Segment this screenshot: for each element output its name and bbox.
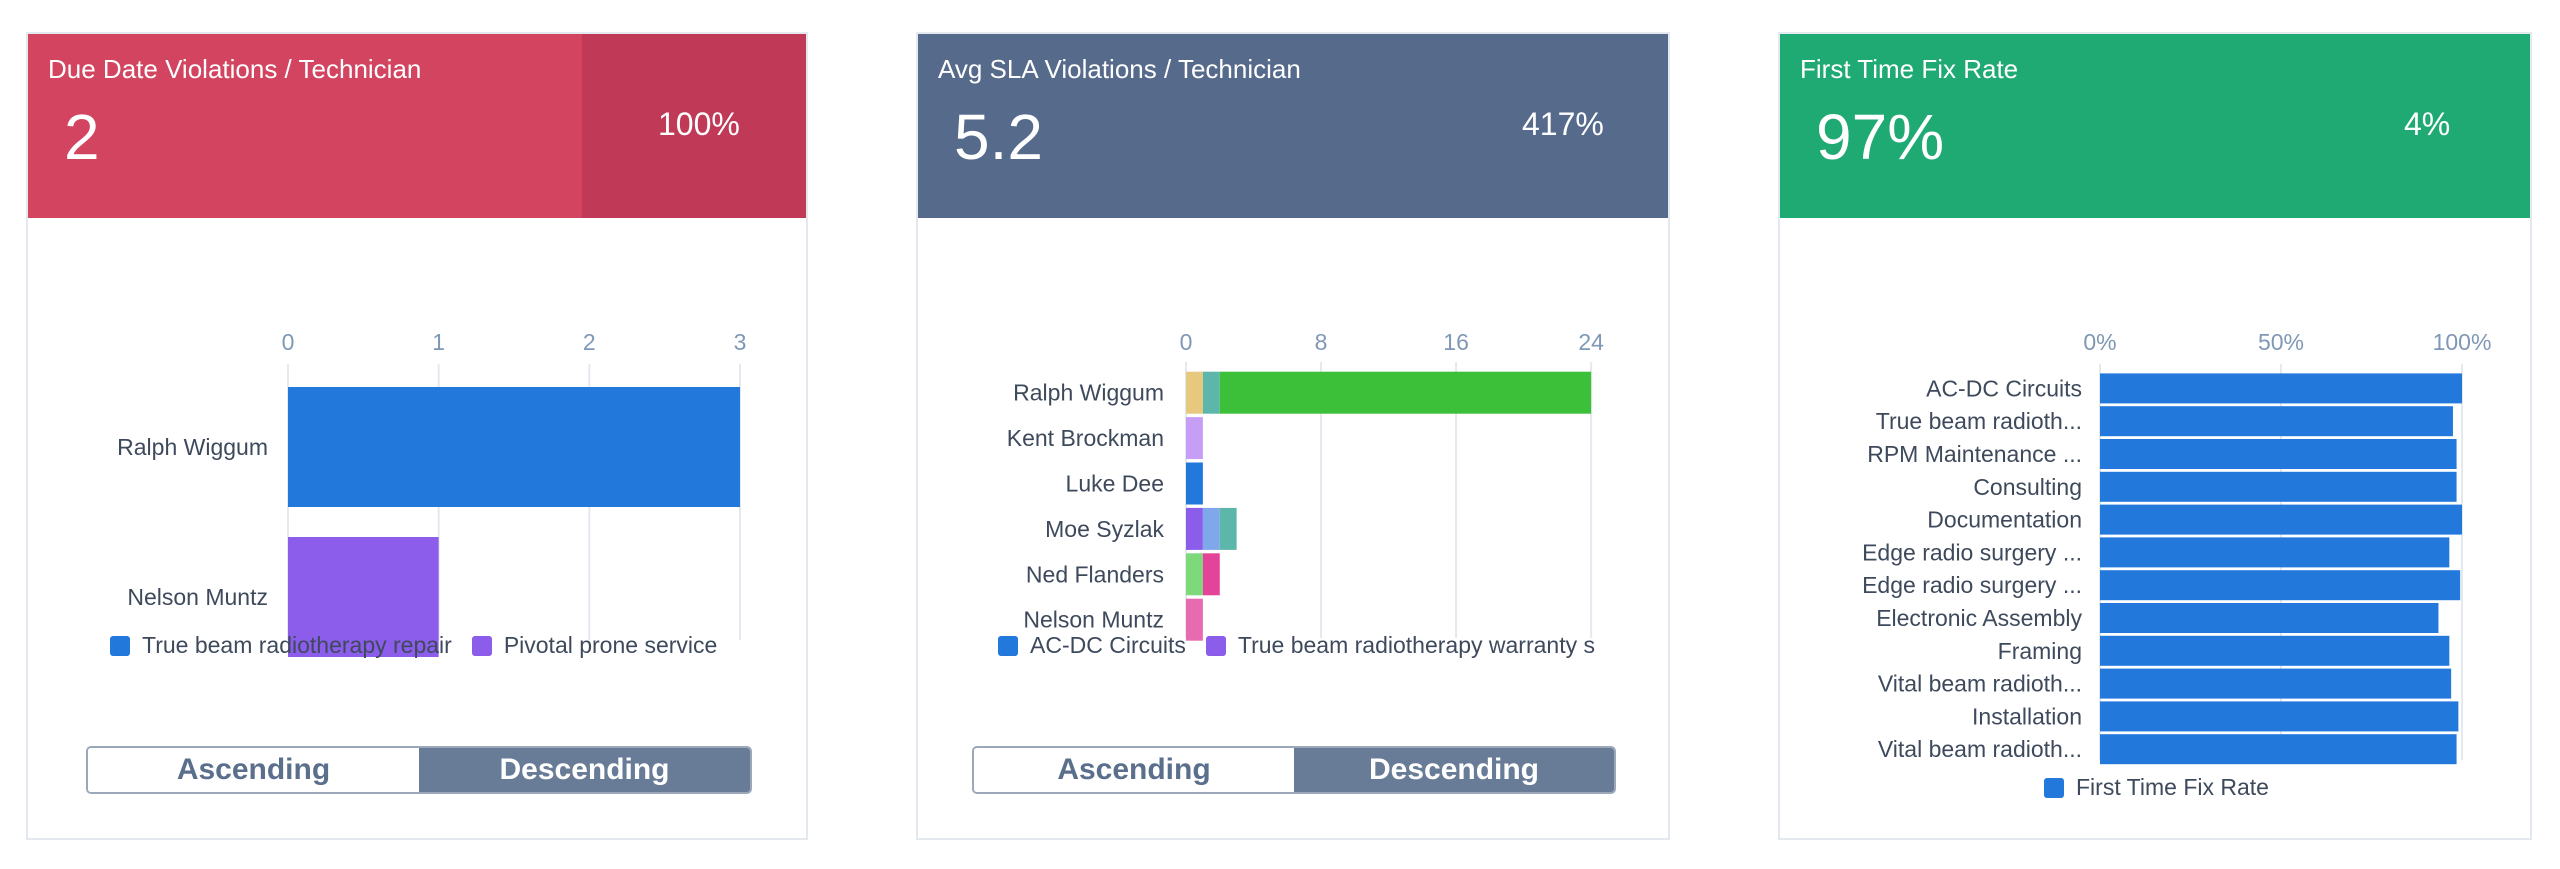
- category-label: RPM Maintenance ...: [1867, 441, 2082, 467]
- legend-swatch: [110, 635, 130, 656]
- category-label: Nelson Muntz: [1023, 607, 1164, 633]
- x-tick-label: 3: [734, 329, 747, 355]
- bar[interactable]: [288, 537, 439, 657]
- chart-legend: True beam radiotherapy repair Pivotal pr…: [110, 632, 766, 659]
- category-label: Ralph Wiggum: [1013, 380, 1164, 406]
- x-tick-label: 16: [1443, 329, 1469, 355]
- metric-value: 5.2: [954, 101, 1043, 173]
- legend-label: AC-DC Circuits: [1030, 632, 1186, 658]
- legend-item[interactable]: First Time Fix Rate: [2044, 774, 2269, 801]
- x-tick-label: 0: [1180, 329, 1193, 355]
- category-label: Ned Flanders: [1026, 561, 1164, 587]
- sort-ascending-button[interactable]: Ascending: [88, 748, 419, 792]
- bar-segment[interactable]: [1219, 507, 1237, 550]
- legend-item[interactable]: AC-DC Circuits: [998, 632, 1186, 659]
- bar-segment[interactable]: [1219, 371, 1592, 414]
- bar[interactable]: [2100, 603, 2439, 633]
- bar-segment[interactable]: [1186, 417, 1203, 460]
- bar[interactable]: [2100, 734, 2457, 765]
- bar-segment[interactable]: [1186, 553, 1203, 596]
- category-label: Installation: [1972, 703, 2082, 729]
- sort-toggle: Ascending Descending: [972, 746, 1616, 794]
- category-label: Luke Dee: [1066, 471, 1164, 497]
- legend-label: Pivotal prone service: [503, 632, 718, 658]
- category-label: Nelson Muntz: [127, 584, 268, 610]
- bar-segment[interactable]: [1202, 371, 1220, 414]
- x-tick-label: 50%: [2258, 329, 2304, 355]
- legend-label: First Time Fix Rate: [2076, 774, 2269, 800]
- sla-violations-chart: 0 8 16 24 Ralph Wiggum Kent Brockman Luke Dee M…: [1007, 329, 1604, 641]
- category-label: Vital beam radioth...: [1878, 736, 2082, 762]
- chart-legend: First Time Fix Rate: [2044, 774, 2289, 801]
- first-time-fix-rate-card: First Time Fix Rate 97% 4% 0% 50% 100% AC-D…: [1778, 32, 2532, 840]
- bar[interactable]: [2100, 406, 2453, 437]
- sort-ascending-button[interactable]: Ascending: [974, 748, 1294, 792]
- bar[interactable]: [2100, 570, 2461, 601]
- x-tick-label: 24: [1578, 329, 1604, 355]
- legend-item[interactable]: Pivotal prone service: [471, 632, 718, 659]
- category-label: Documentation: [1927, 507, 2082, 533]
- legend-item[interactable]: True beam radiotherapy warranty s: [1205, 632, 1595, 659]
- legend-item[interactable]: True beam radiotherapy repair: [110, 632, 452, 659]
- card-title: Avg SLA Violations / Technician: [938, 54, 1301, 84]
- bar[interactable]: [2100, 471, 2457, 502]
- category-label: Ralph Wiggum: [117, 434, 268, 460]
- metric-change: 100%: [658, 106, 740, 142]
- bar-segment[interactable]: [1186, 507, 1203, 550]
- bar[interactable]: [288, 387, 740, 507]
- category-label: Consulting: [1973, 474, 2082, 500]
- x-tick-label: 1: [432, 329, 445, 355]
- category-label: Kent Brockman: [1007, 425, 1164, 451]
- bar[interactable]: [2100, 635, 2450, 666]
- metric-change: 417%: [1522, 106, 1604, 142]
- bar[interactable]: [2100, 701, 2459, 732]
- x-tick-label: 0%: [2083, 329, 2116, 355]
- bar[interactable]: [2100, 439, 2457, 469]
- bar[interactable]: [2100, 504, 2462, 535]
- sort-descending-button[interactable]: Descending: [1294, 748, 1614, 792]
- chart-legend: AC-DC Circuits True beam radiotherapy wa…: [998, 632, 1618, 659]
- category-label: Electronic Assembly: [1876, 605, 2082, 631]
- legend-swatch: [471, 635, 492, 656]
- violations-chart: 0 1 2 3 Ralph Wiggum Nelson Muntz: [117, 329, 747, 657]
- x-tick-label: 100%: [2433, 329, 2492, 355]
- category-label: Edge radio surgery ...: [1862, 539, 2082, 565]
- bar-segment[interactable]: [1202, 553, 1220, 596]
- bar[interactable]: [2100, 668, 2452, 699]
- legend-label: True beam radiotherapy repair: [142, 632, 452, 658]
- bar-segment[interactable]: [1186, 462, 1203, 505]
- x-tick-label: 2: [583, 329, 596, 355]
- legend-swatch: [998, 635, 1018, 656]
- legend-swatch: [2044, 777, 2064, 798]
- sort-toggle: Ascending Descending: [86, 746, 752, 794]
- metric-value: 97%: [1816, 101, 1945, 173]
- category-label: Moe Syzlak: [1045, 516, 1164, 542]
- card-title: Due Date Violations / Technician: [48, 54, 422, 84]
- card-title: First Time Fix Rate: [1800, 54, 2019, 84]
- legend-label: True beam radiotherapy warranty s: [1237, 632, 1595, 658]
- category-label: Framing: [1998, 638, 2082, 664]
- metric-change: 4%: [2404, 106, 2451, 142]
- category-label: Vital beam radioth...: [1878, 671, 2082, 697]
- metric-value: 2: [64, 101, 100, 173]
- category-label: AC-DC Circuits: [1926, 375, 2082, 401]
- header-accent: [582, 34, 806, 218]
- legend-swatch: [1205, 635, 1226, 656]
- card-header: Due Date Violations / Technician 2 100%: [28, 34, 806, 218]
- bar[interactable]: [2100, 537, 2450, 568]
- category-label: Edge radio surgery ...: [1862, 572, 2082, 598]
- due-date-violations-card: Due Date Violations / Technician 2 100% …: [26, 32, 808, 840]
- bar-segment[interactable]: [1186, 371, 1203, 414]
- card-header: Avg SLA Violations / Technician 5.2 417%: [918, 34, 1668, 218]
- bar-segment[interactable]: [1202, 507, 1220, 550]
- bar-segment[interactable]: [1186, 598, 1203, 641]
- bar[interactable]: [2100, 373, 2462, 404]
- sort-descending-button[interactable]: Descending: [419, 748, 750, 792]
- x-tick-label: 0: [282, 329, 295, 355]
- fix-rate-chart: 0% 50% 100% AC-DC Circuits True beam radioth…: [1862, 329, 2492, 765]
- card-header: First Time Fix Rate 97% 4%: [1780, 34, 2530, 218]
- category-label: True beam radioth...: [1876, 408, 2082, 434]
- avg-sla-violations-card: Avg SLA Violations / Technician 5.2 417%…: [916, 32, 1670, 840]
- x-tick-label: 8: [1315, 329, 1328, 355]
